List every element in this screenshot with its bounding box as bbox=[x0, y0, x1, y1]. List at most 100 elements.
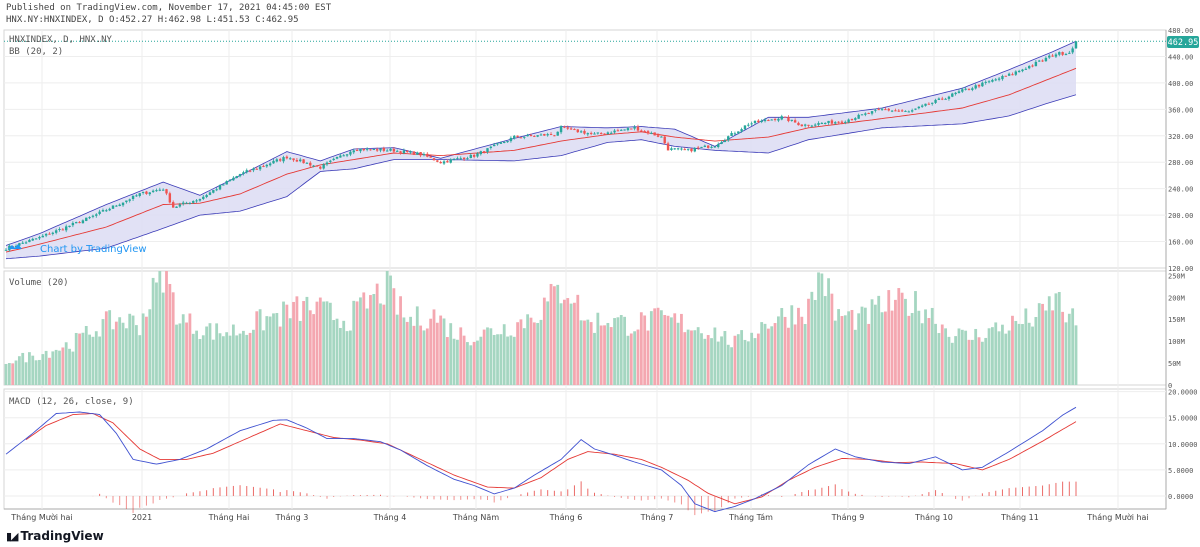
price-tick-label: 120.00 bbox=[1168, 265, 1193, 273]
volume-bar bbox=[64, 342, 68, 385]
candle-body bbox=[1048, 55, 1051, 58]
candle-body bbox=[706, 145, 710, 148]
candle-body bbox=[874, 109, 877, 111]
candle-body bbox=[212, 190, 215, 193]
volume-bar bbox=[412, 325, 416, 385]
candle-body bbox=[289, 158, 292, 160]
candle-body bbox=[536, 135, 539, 137]
candle-body bbox=[268, 163, 272, 166]
volume-bar bbox=[499, 334, 503, 385]
candle-body bbox=[613, 130, 616, 133]
volume-bar bbox=[706, 335, 710, 385]
candle-body bbox=[185, 202, 188, 204]
tradingview-logo-icon: ▮◢ bbox=[6, 529, 18, 543]
volume-bar bbox=[71, 351, 75, 385]
volume-bar bbox=[245, 334, 249, 385]
x-axis-ticks: Tháng Mười hai 2021 Tháng Hai Tháng 3 Tháng … bbox=[10, 512, 1148, 522]
candle-body bbox=[305, 162, 309, 164]
candle-body bbox=[349, 151, 352, 155]
volume-bar bbox=[820, 273, 824, 385]
candle-body bbox=[235, 176, 238, 179]
candle-body bbox=[974, 85, 977, 89]
candle-body bbox=[710, 146, 713, 148]
volume-bar bbox=[385, 271, 389, 385]
volume-bar bbox=[399, 296, 402, 385]
volume-bar bbox=[221, 336, 225, 385]
volume-bar bbox=[312, 314, 316, 385]
volume-bar bbox=[188, 313, 192, 385]
volume-bar bbox=[225, 332, 229, 385]
candle-body bbox=[365, 148, 369, 150]
tradingview-watermark: Chart by TradingView bbox=[8, 244, 147, 255]
volume-bar bbox=[4, 363, 8, 385]
volume-bar bbox=[700, 333, 703, 385]
candle-body bbox=[533, 135, 536, 137]
volume-bar bbox=[680, 313, 683, 385]
candle-body bbox=[416, 152, 419, 155]
volume-bar bbox=[17, 356, 21, 385]
candle-body bbox=[623, 129, 626, 131]
volume-bar bbox=[633, 331, 637, 385]
candle-body bbox=[817, 123, 820, 125]
volume-bar bbox=[649, 311, 653, 385]
volume-bar bbox=[88, 334, 91, 385]
candle-body bbox=[432, 158, 436, 161]
macd-tick-label: 0.0000 bbox=[1168, 493, 1193, 501]
candle-body bbox=[238, 174, 242, 177]
volume-bar bbox=[787, 327, 790, 385]
candle-body bbox=[954, 92, 957, 95]
candle-body bbox=[890, 110, 894, 112]
candle-body bbox=[51, 232, 55, 234]
volume-bar bbox=[409, 316, 412, 385]
macd-tick-label: 10.0000 bbox=[1168, 441, 1198, 449]
volume-bar bbox=[987, 328, 991, 385]
volume-bar bbox=[536, 322, 540, 385]
volume-bar bbox=[429, 318, 433, 385]
volume-bar bbox=[462, 335, 466, 385]
volume-bar bbox=[425, 328, 429, 385]
candle-body bbox=[372, 149, 376, 151]
volume-bar bbox=[51, 351, 55, 385]
volume-bar bbox=[743, 339, 747, 385]
volume-bar bbox=[1057, 292, 1061, 385]
volume-bar bbox=[693, 330, 697, 385]
candle-body bbox=[369, 149, 372, 151]
volume-bar bbox=[690, 330, 693, 385]
volume-bar bbox=[1047, 296, 1051, 385]
volume-bar bbox=[589, 322, 593, 385]
volume-bar bbox=[837, 309, 840, 385]
time-tick-label: Tháng 3 bbox=[275, 513, 309, 522]
candle-body bbox=[225, 181, 228, 185]
price-tick-label: 240.00 bbox=[1168, 186, 1193, 194]
candle-body bbox=[543, 133, 546, 136]
candle-body bbox=[1044, 57, 1048, 62]
candle-body bbox=[54, 230, 58, 233]
candle-body bbox=[589, 132, 593, 134]
signal-line bbox=[25, 413, 1077, 505]
volume-bar bbox=[753, 338, 757, 385]
volume-bar bbox=[201, 335, 205, 385]
candle-body bbox=[760, 120, 763, 122]
candle-body bbox=[924, 103, 927, 106]
price-tick-label: 320.00 bbox=[1168, 133, 1193, 141]
candle-body bbox=[620, 129, 623, 131]
volume-bar bbox=[235, 335, 239, 385]
volume-bar bbox=[576, 294, 580, 385]
macd-tick-label: 20.0000 bbox=[1168, 389, 1198, 397]
volume-bar bbox=[355, 301, 359, 385]
volume-bar bbox=[950, 342, 954, 385]
brand-name: TradingView bbox=[20, 529, 104, 543]
candle-body bbox=[409, 151, 412, 153]
candle-body bbox=[971, 88, 974, 90]
volume-bar bbox=[870, 299, 874, 385]
candle-body bbox=[436, 160, 439, 162]
candle-body bbox=[339, 155, 342, 158]
volume-bar bbox=[629, 333, 633, 385]
bb-band-fill bbox=[6, 41, 1076, 259]
candle-body bbox=[228, 179, 232, 181]
volume-bar bbox=[48, 357, 51, 385]
volume-bar bbox=[298, 320, 302, 385]
volume-bar bbox=[161, 292, 165, 385]
candle-body bbox=[1001, 75, 1004, 80]
